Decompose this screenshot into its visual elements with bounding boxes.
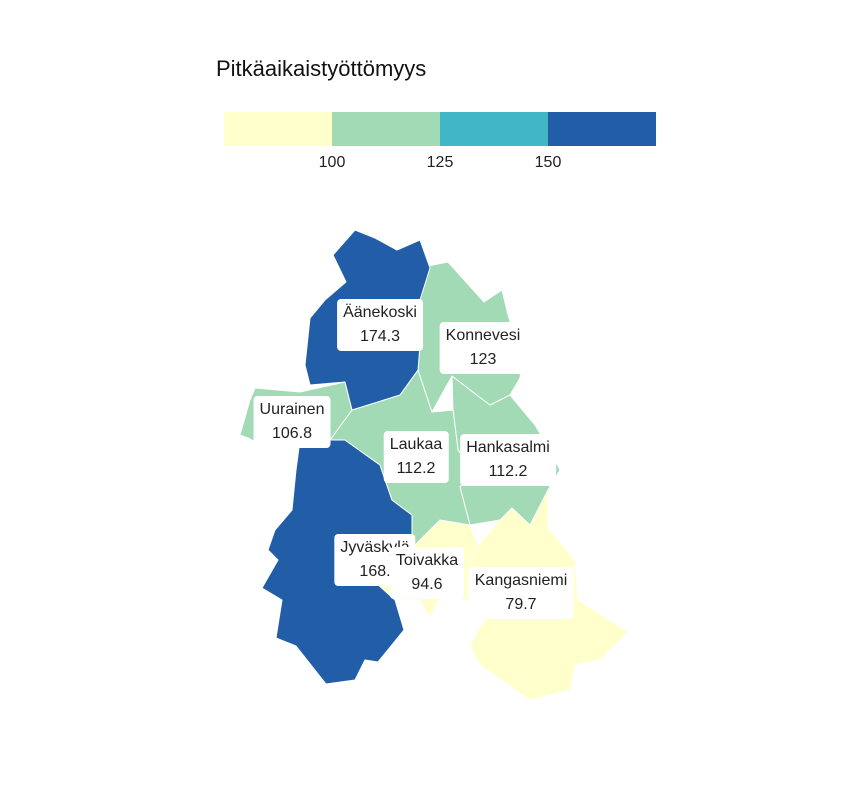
municipality-value: 174.3	[359, 328, 401, 345]
legend-tick-125: 125	[426, 154, 454, 171]
municipality-value: 79.7	[505, 596, 537, 613]
legend-tick-150: 150	[534, 154, 562, 171]
label-toivakka: Toivakka 94.6	[389, 547, 465, 599]
legend-bin-3	[440, 112, 548, 146]
municipality-value: 112.2	[396, 460, 436, 477]
label-aanekoski: Äänekoski 174.3	[337, 299, 423, 351]
municipality-value: 94.6	[411, 576, 443, 593]
legend-title: Pitkäaikaistyöttömyys	[216, 56, 427, 81]
label-kangasniemi: Kangasniemi 79.7	[468, 567, 574, 619]
municipality-name: Konnevesi	[445, 327, 521, 344]
label-laukaa: Laukaa 112.2	[383, 431, 449, 483]
municipality-name: Äänekoski	[343, 304, 417, 321]
municipality-value: 123	[469, 351, 497, 368]
label-konnevesi: Konnevesi 123	[439, 322, 527, 374]
municipality-name: Uurainen	[259, 401, 325, 418]
label-hankasalmi: Hankasalmi 112.2	[460, 434, 556, 486]
municipality-name: Hankasalmi	[466, 439, 550, 456]
municipality-value: 106.8	[271, 425, 313, 442]
label-uurainen: Uurainen 106.8	[253, 396, 331, 448]
legend-bin-1	[224, 112, 332, 146]
municipality-name: Laukaa	[389, 436, 443, 453]
legend-color-bar	[224, 112, 656, 146]
municipality-name: Kangasniemi	[474, 572, 568, 589]
legend-tick-100: 100	[318, 154, 346, 171]
municipality-value: 112.2	[488, 463, 528, 480]
municipality-value: 168.	[359, 563, 391, 580]
legend-bin-2	[332, 112, 440, 146]
legend-bin-4	[548, 112, 656, 146]
municipality-name: Toivakka	[395, 552, 459, 569]
